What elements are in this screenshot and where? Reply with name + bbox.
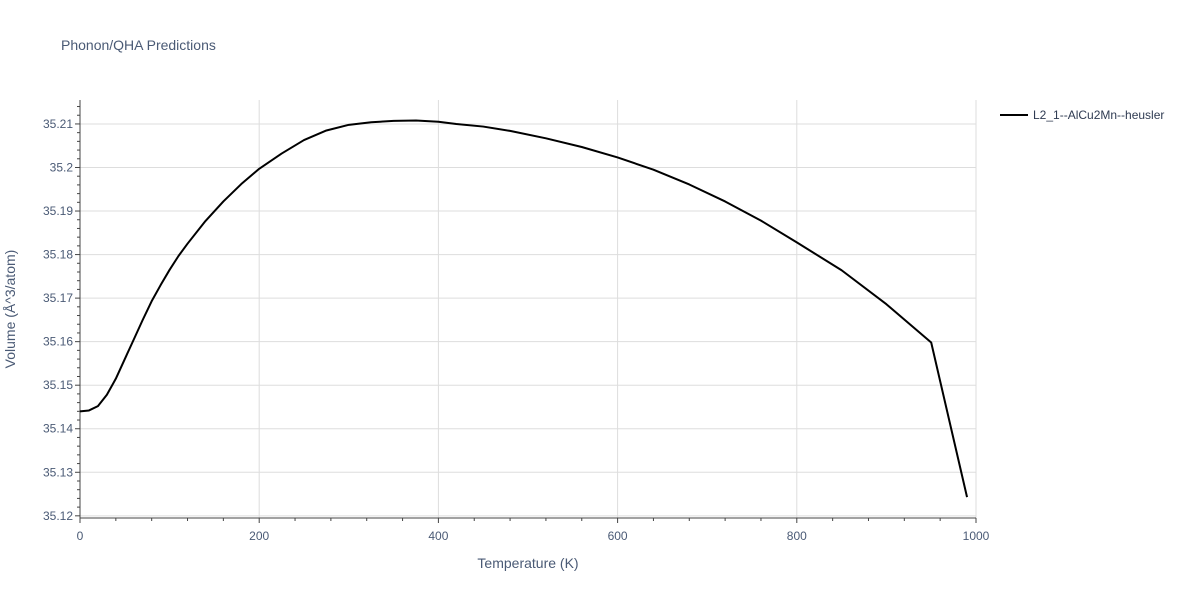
x-tick-label: 200 [249, 529, 269, 543]
legend-label: L2_1--AlCu2Mn--heusler [1033, 108, 1164, 122]
series-layer [79, 119, 969, 498]
grid-lines [80, 100, 977, 518]
y-tick-label: 35.16 [43, 335, 73, 349]
y-tick-label: 35.18 [43, 248, 73, 262]
y-tick-label: 35.15 [43, 378, 73, 392]
x-axis-title: Temperature (K) [477, 555, 578, 571]
y-tick-label: 35.2 [50, 160, 74, 174]
y-tick-label: 35.13 [43, 465, 73, 479]
axes: 0 200 400 600 800 1000 35.12 35.13 35.14 35.15 35.… [43, 100, 990, 543]
y-tick-label: 35.21 [43, 117, 73, 131]
x-tick-label: 400 [428, 529, 448, 543]
x-tick-label: 800 [787, 529, 807, 543]
y-tick-label: 35.12 [43, 509, 73, 523]
chart-title: Phonon/QHA Predictions [61, 37, 216, 53]
y-tick-label: 35.14 [43, 422, 73, 436]
y-tick-label: 35.17 [43, 291, 73, 305]
x-tick-label: 1000 [963, 529, 990, 543]
y-tick-label: 35.19 [43, 204, 73, 218]
x-tick-label: 600 [608, 529, 628, 543]
series-line[interactable] [79, 119, 969, 498]
legend[interactable]: L2_1--AlCu2Mn--heusler [1000, 108, 1164, 122]
y-axis-title: Volume (Å^3/atom) [2, 250, 18, 369]
x-tick-label: 0 [77, 529, 84, 543]
